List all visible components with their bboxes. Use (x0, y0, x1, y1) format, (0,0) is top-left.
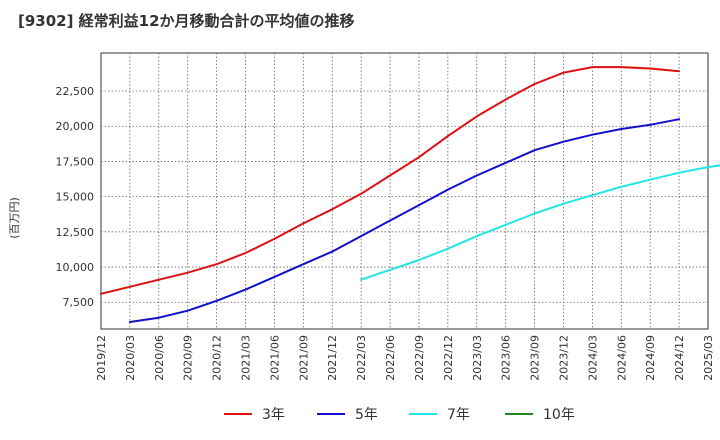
x-tick-label: 2020/03 (124, 335, 137, 381)
x-tick-label: 2021/06 (268, 335, 281, 381)
y-tick-label: 20,000 (56, 120, 95, 133)
x-tick-label: 2023/09 (529, 335, 542, 381)
x-tick-label: 2020/06 (153, 335, 166, 381)
series-lines (100, 66, 720, 323)
y-tick-label: 17,500 (56, 155, 95, 168)
x-tick-label: 2022/09 (413, 335, 426, 381)
grid (101, 53, 708, 329)
x-tick-label: 2024/09 (644, 335, 657, 381)
y-tick-label: 22,500 (56, 85, 95, 98)
x-tick-label: 2019/12 (95, 335, 108, 381)
legend-label: 3年 (262, 407, 285, 423)
x-tick-label: 2020/09 (182, 335, 195, 381)
legend: 3年 5年 7年 10年 (224, 407, 575, 423)
chart-title: [9302] 経常利益12か月移動合計の平均値の推移 (18, 12, 355, 30)
x-tick-label: 2023/03 (471, 335, 484, 381)
legend-label: 7年 (447, 407, 470, 423)
y-tick-label: 7,500 (63, 296, 95, 309)
y-tick-label: 10,000 (56, 261, 95, 274)
x-tick-label: 2024/06 (615, 335, 628, 381)
y-tick-label: 12,500 (56, 226, 95, 239)
x-tick-label: 2023/06 (500, 335, 513, 381)
x-tick-label: 2021/12 (326, 335, 339, 381)
y-axis-ticks: 7,500 10,000 12,500 15,000 17,500 20,000 22,50… (56, 85, 95, 309)
series-line-5年 (128, 118, 681, 323)
x-tick-label: 2022/06 (384, 335, 397, 381)
x-axis-ticks: 2019/12 2020/03 2020/06 2020/09 2020/12 2021/… (95, 335, 715, 381)
plot-area (100, 52, 709, 330)
series-line-3年 (100, 66, 681, 295)
x-tick-label: 2024/03 (586, 335, 599, 381)
x-tick-label: 2020/12 (211, 335, 224, 381)
legend-label: 5年 (355, 407, 378, 423)
x-tick-label: 2021/03 (240, 335, 253, 381)
y-tick-label: 15,000 (56, 191, 95, 204)
x-tick-label: 2023/12 (557, 335, 570, 381)
x-tick-label: 2022/03 (355, 335, 368, 381)
series-line-7年 (360, 164, 720, 281)
x-tick-label: 2025/03 (702, 335, 715, 381)
x-tick-label: 2024/12 (673, 335, 686, 381)
y-axis-label: (百万円) (8, 197, 21, 239)
legend-label: 10年 (543, 407, 575, 423)
x-tick-label: 2022/12 (442, 335, 455, 381)
x-tick-label: 2021/09 (297, 335, 310, 381)
